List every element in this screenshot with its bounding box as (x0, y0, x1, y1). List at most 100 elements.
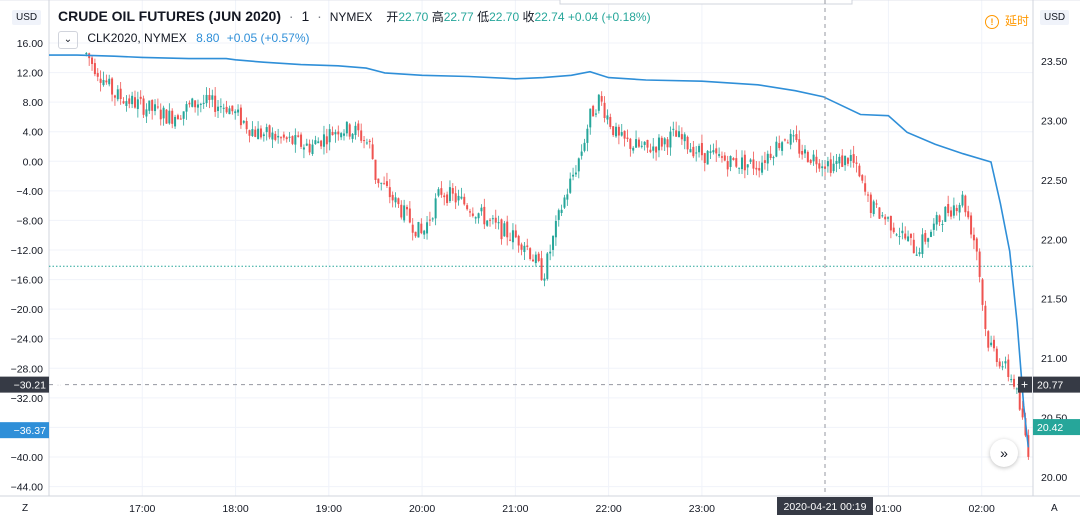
candle-body (520, 244, 523, 250)
candle-body (480, 207, 483, 212)
candle-body (225, 106, 228, 113)
candle-body (334, 132, 337, 135)
candle-body (872, 201, 875, 215)
time-tick-label: 20:00 (409, 503, 435, 515)
right-plus-icon: + (1021, 378, 1028, 392)
candle-body (168, 110, 171, 124)
candle-body (632, 147, 635, 151)
candle-body (907, 236, 910, 242)
auto-scale-toggle[interactable]: A (1051, 503, 1058, 514)
candle-body (600, 96, 603, 102)
candle-body (440, 188, 443, 195)
candle-body (105, 80, 108, 83)
candle-body (457, 195, 460, 201)
candle-body (388, 187, 391, 198)
candle-body (554, 220, 557, 238)
candle-body (337, 131, 340, 135)
candle-body (202, 102, 205, 104)
candle-body (308, 143, 311, 153)
candle-body (984, 305, 987, 330)
left-tick-label: 0.00 (23, 156, 44, 168)
candle-body (743, 154, 746, 171)
warning-icon: ! (985, 15, 999, 29)
candle-body (394, 197, 397, 203)
close-label: 收 (522, 10, 535, 24)
candle-body (305, 143, 308, 146)
legend-compare[interactable]: ⌄ CLK2020, NYMEX 8.80 +0.05 (+0.57%) (58, 31, 310, 49)
candle-body (420, 223, 423, 234)
compare-symbol[interactable]: CLK2020, NYMEX (87, 31, 187, 45)
candle-body (723, 155, 726, 161)
candle-body (185, 104, 188, 112)
candle-body (678, 131, 681, 137)
candle-body (523, 245, 526, 253)
exchange-label: NYMEX (329, 10, 373, 24)
left-tick-label: −12.00 (11, 245, 44, 257)
candle-body (615, 126, 618, 137)
candle-body (154, 104, 157, 112)
candle-body (864, 183, 867, 192)
candle-body (417, 222, 420, 238)
time-tick-label: 19:00 (316, 503, 342, 515)
candle-body (972, 234, 975, 241)
candle-body (483, 206, 486, 225)
candle-body (798, 139, 801, 154)
legend-main[interactable]: CRUDE OIL FUTURES (JUN 2020) · 1 · NYMEX… (58, 8, 651, 25)
candle-body (1013, 378, 1016, 387)
compare-change: +0.05 (+0.57%) (226, 31, 310, 45)
right-last-label-bg (1033, 419, 1080, 436)
candle-body (503, 223, 506, 237)
candle-body (474, 217, 477, 219)
candle-body (377, 178, 380, 184)
candle-body (108, 78, 111, 85)
time-crosshair-label: 2020-04-21 00:19 (784, 501, 867, 513)
candle-body (408, 208, 411, 223)
candle-body (317, 141, 320, 144)
candle-body (254, 129, 257, 137)
candle-body (643, 141, 646, 145)
delay-label: 延时 (1005, 14, 1030, 28)
delay-indicator[interactable]: ! 延时 (985, 12, 1029, 29)
candle-body (282, 134, 285, 138)
time-tick-label: 17:00 (129, 503, 155, 515)
candle-body (803, 149, 806, 154)
left-crosshair-label: −30.21 (14, 380, 47, 392)
candle-body (280, 137, 283, 139)
candle-body (211, 95, 214, 100)
candle-body (549, 251, 552, 254)
time-crosshair-bg (777, 497, 874, 515)
scroll-to-realtime-button[interactable]: » (990, 439, 1018, 467)
candle-body (981, 279, 984, 305)
candle-body (932, 223, 935, 230)
open-label: 开 (386, 10, 399, 24)
candle-body (357, 123, 360, 131)
candle-body (846, 158, 849, 164)
candle-body (889, 215, 892, 231)
candle-body (526, 245, 529, 247)
timezone-toggle[interactable]: Z (22, 503, 29, 514)
candle-body (514, 230, 517, 238)
candle-body (351, 133, 354, 139)
candle-body (188, 102, 191, 105)
candle-body (268, 125, 271, 138)
candle-body (781, 142, 784, 151)
candle-body (460, 196, 463, 199)
candle-body (133, 97, 136, 108)
candle-body (471, 213, 474, 216)
candle-body (400, 204, 403, 218)
candle-body (557, 210, 560, 220)
candle-body (136, 99, 139, 109)
left-tick-label: −8.00 (16, 215, 43, 227)
candle-body (629, 138, 632, 149)
symbol-title[interactable]: CRUDE OIL FUTURES (JUN 2020) (58, 8, 282, 24)
candle-body (732, 158, 735, 161)
candle-body (637, 139, 640, 147)
candle-body (331, 131, 334, 136)
collapse-icon[interactable]: ⌄ (58, 31, 78, 49)
candle-body (649, 149, 652, 153)
candle-body (383, 183, 386, 185)
candle-body (626, 137, 629, 139)
candle-body (947, 204, 950, 214)
candle-body (403, 205, 406, 221)
